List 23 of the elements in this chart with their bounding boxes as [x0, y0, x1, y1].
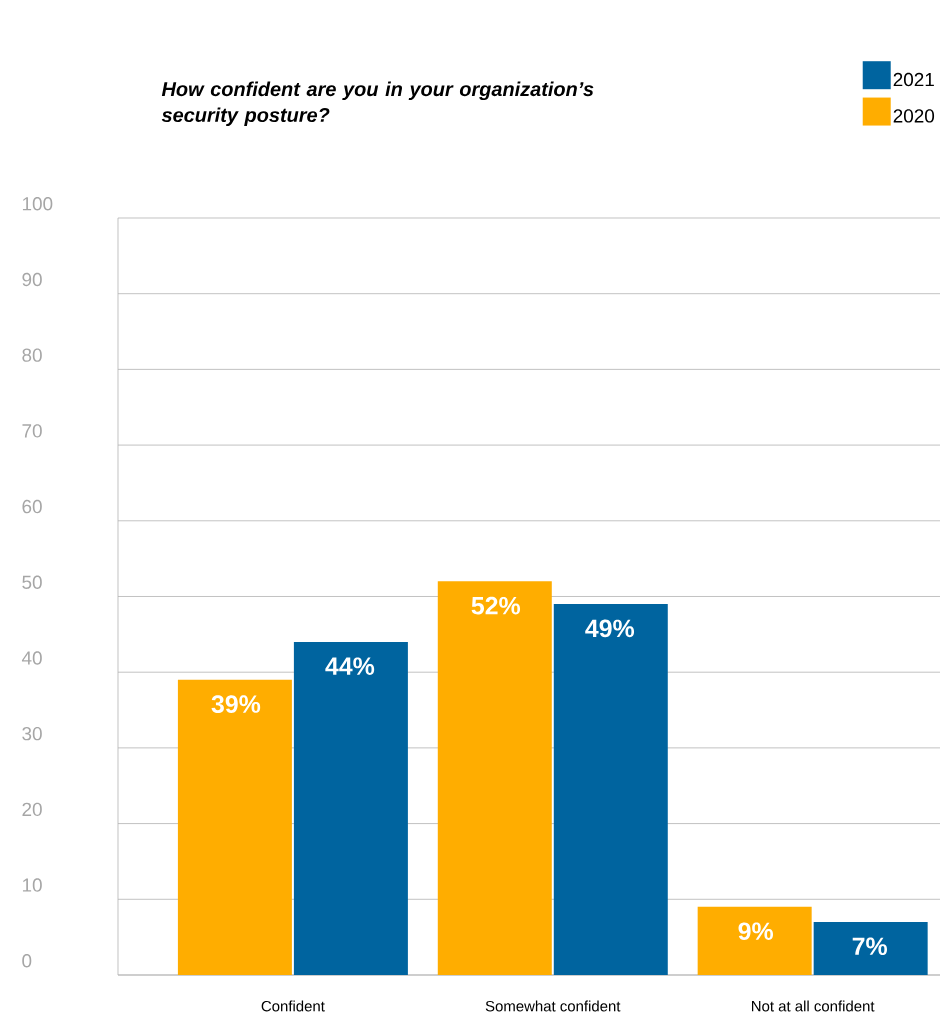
x-tick-label: Confident	[261, 1000, 325, 1012]
y-tick-label: 30	[22, 726, 42, 741]
y-tick-label: 90	[22, 272, 42, 287]
chart-title: How confident are you in your organization’s security posture?	[161, 81, 594, 126]
data-label: 9%	[738, 922, 773, 941]
x-tick-label: Not at all confident	[752, 1000, 875, 1012]
y-tick-label: 20	[22, 802, 42, 817]
data-label: 52%	[471, 596, 521, 615]
y-tick-label: 40	[21, 651, 42, 665]
data-label: 44%	[325, 657, 375, 675]
y-tick-label: 0	[22, 954, 32, 968]
data-label: 39%	[211, 695, 261, 713]
y-tick-label: 100	[22, 197, 53, 211]
data-label: 7%	[852, 937, 887, 956]
y-tick-label: 50	[22, 575, 42, 589]
legend-label: 2021	[893, 72, 934, 87]
y-tick-label: 70	[22, 424, 42, 438]
y-tick-label: 80	[22, 348, 42, 362]
x-tick-label: Somewhat confident	[485, 1000, 621, 1012]
y-tick-label: 60	[22, 499, 42, 514]
data-label: 49%	[585, 619, 635, 638]
legend-label: 2020	[893, 109, 935, 123]
y-tick-label: 10	[22, 878, 42, 892]
